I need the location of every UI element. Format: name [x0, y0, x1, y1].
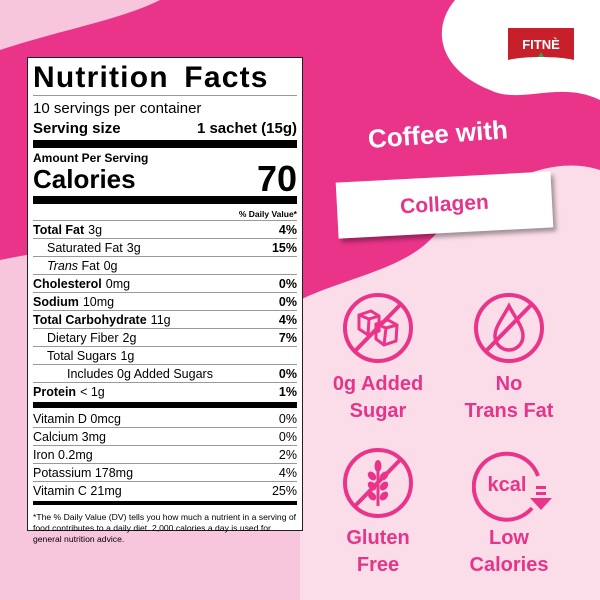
nutrient-dv: 0% [278, 294, 297, 309]
vitamin-row: Vitamin C 21mg 25% [33, 482, 297, 500]
nutrient-row: Cholesterol 0mg 0% [33, 275, 297, 293]
nutrient-name: Total Sugars 1g [47, 348, 135, 363]
feature-line2: Free [356, 554, 400, 576]
nutrient-dv: 15% [271, 240, 297, 255]
vitamin-name: Iron 0.2mg [33, 447, 93, 462]
nutrient-dv: 0% [278, 366, 297, 381]
divider-thick [33, 402, 297, 408]
feature-line1: Gluten [346, 527, 410, 549]
nutrient-row: Sodium 10mg 0% [33, 293, 297, 311]
nutrient-row: Total Sugars 1g [33, 347, 297, 365]
vitamin-dv: 25% [271, 484, 297, 498]
nutrient-name: Saturated Fat 3g [47, 240, 141, 255]
svg-text:FITNÈ: FITNÈ [522, 37, 560, 52]
nutrient-name: Total Carbohydrate 11g [33, 312, 171, 327]
serving-size-value: 1 sachet (15g) [196, 119, 297, 137]
vitamin-row: Vitamin D 0mcg 0% [33, 410, 297, 428]
feature-line2: Calories [469, 554, 549, 576]
calories-label: Calories [33, 164, 136, 194]
nutrient-row: Includes 0g Added Sugars 0% [33, 365, 297, 383]
kcal-text: kcal [488, 474, 527, 496]
feature-line1: No [495, 373, 523, 395]
nutrient-dv: 4% [278, 312, 297, 327]
vitamin-dv: 2% [278, 447, 297, 462]
vitamin-row: Calcium 3mg 0% [33, 428, 297, 446]
nutrient-name: Total Fat 3g [33, 222, 103, 237]
collagen-banner: Collagen [335, 171, 554, 239]
nutrient-dv: 7% [278, 330, 297, 345]
nutrient-row: Protein < 1g 1% [33, 383, 297, 401]
daily-value-header: % Daily Value* [33, 207, 297, 221]
vitamin-name: Calcium 3mg [33, 429, 106, 444]
feature-line2: Sugar [349, 400, 407, 422]
nutrient-name: Trans Fat 0g [47, 258, 118, 273]
serving-size-label: Serving size [33, 119, 121, 137]
nutrient-dv: 1% [278, 385, 297, 399]
feature-no-added-sugar: 0g Added Sugar [313, 371, 443, 425]
vitamin-dv: 0% [278, 411, 297, 426]
servings-text: 10 servings per container [33, 99, 202, 117]
nutrient-name: Includes 0g Added Sugars [67, 366, 213, 381]
servings-per-container: 10 servings per container [33, 98, 297, 118]
vitamin-row: Iron 0.2mg 2% [33, 446, 297, 464]
vitamin-name: Vitamin D 0mcg [33, 411, 121, 426]
nutrient-name: Dietary Fiber 2g [47, 330, 137, 345]
calories-row: Calories 70 [33, 158, 297, 199]
divider-thick [33, 140, 297, 148]
vitamin-row: Potassium 178mg 4% [33, 464, 297, 482]
no-wheat-icon [343, 448, 413, 518]
amount-per-serving: Amount Per Serving [33, 151, 149, 165]
feature-line1: 0g Added [332, 373, 424, 395]
collagen-text: Collagen [399, 190, 490, 219]
nutrient-dv: 4% [278, 222, 297, 237]
nutrient-row: Dietary Fiber 2g 7% [33, 329, 297, 347]
serving-size-row: Serving size 1 sachet (15g) [33, 118, 297, 138]
nutrition-facts-label: Nutrition Facts 10 servings per containe… [27, 57, 303, 544]
vitamin-name: Vitamin C 21mg [33, 484, 122, 498]
nutrient-row: Total Fat 3g 4% [33, 221, 297, 239]
no-sugar-cubes-icon [343, 293, 413, 363]
no-fat-drop-icon [474, 293, 544, 363]
vitamin-dv: 0% [278, 429, 297, 444]
kcal-down-icon: kcal [472, 451, 552, 522]
vitamin-dv: 4% [278, 465, 297, 480]
nutrient-name: Protein < 1g [33, 385, 105, 399]
feature-no-trans-fat: No Trans Fat [444, 371, 574, 425]
nutrient-name: Sodium 10mg [33, 294, 115, 309]
nutrient-dv: 0% [278, 276, 297, 291]
feature-gluten-free: Gluten Free [313, 525, 443, 579]
feature-line1: Low [489, 527, 529, 549]
feature-low-calories: Low Calories [444, 525, 574, 579]
vitamin-name: Potassium 178mg [33, 465, 134, 480]
nutrient-name: Cholesterol 0mg [33, 276, 131, 291]
nutrient-row: Trans Fat 0g [33, 257, 297, 275]
calories-value: 70 [256, 158, 297, 199]
label-title: Nutrition Facts [33, 58, 297, 96]
nutrient-row: Saturated Fat 3g 15% [33, 239, 297, 257]
footnote: *The % Daily Value (DV) tells you how mu… [33, 512, 297, 544]
fitne-logo: FITNÈ [508, 28, 574, 60]
nutrient-row: Total Carbohydrate 11g 4% [33, 311, 297, 329]
feature-line2: Trans Fat [464, 400, 554, 422]
divider-medium [33, 501, 297, 505]
divider-thick [33, 196, 297, 204]
